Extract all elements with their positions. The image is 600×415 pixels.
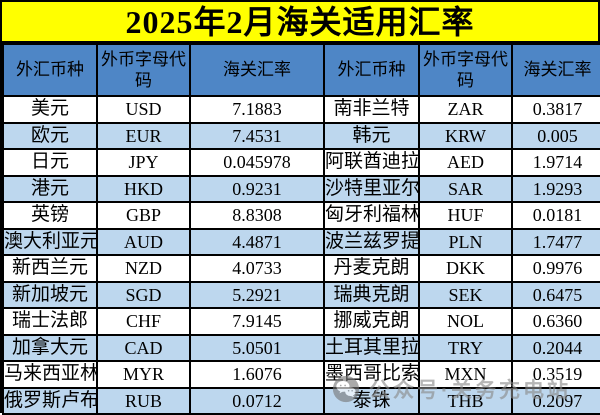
customs-rate-cell-left: 7.4531 — [189, 121, 325, 150]
table-row: 加拿大元 CAD 5.0501 土耳其里拉 TRY 0.2044 — [2, 333, 600, 362]
table-row: 欧元 EUR 7.4531 韩元 KRW 0.005 — [2, 121, 600, 150]
table-row: 新加坡元 SGD 5.2921 瑞典克朗 SEK 0.6475 — [2, 280, 600, 309]
customs-rate-cell-left: 7.9145 — [189, 307, 325, 336]
currency-name-cell-right: 泰铢 — [323, 386, 420, 415]
title-bar: 2025年2月海关适用汇率 — [2, 2, 598, 43]
currency-name-cell-left: 欧元 — [2, 121, 98, 150]
customs-rate-cell-left: 8.8308 — [189, 201, 325, 230]
customs-rate-cell-right: 0.2044 — [511, 333, 600, 362]
currency-name-cell-left: 瑞士法郎 — [2, 307, 98, 336]
customs-rate-cell-right: 0.2097 — [511, 386, 600, 415]
table-row: 新西兰元 NZD 4.0733 丹麦克朗 DKK 0.9976 — [2, 254, 600, 283]
currency-name-cell-left: 加拿大元 — [2, 333, 98, 362]
table-row: 港元 HKD 0.9231 沙特里亚尔 SAR 1.9293 — [2, 174, 600, 203]
currency-name-cell-left: 俄罗斯卢布 — [2, 386, 98, 415]
table-header: 外汇币种 外币字母代码 海关汇率 外汇币种 外币字母代码 海关汇率 — [2, 43, 600, 97]
customs-rate-cell-left: 4.0733 — [189, 254, 325, 283]
currency-name-cell-left: 美元 — [2, 95, 98, 124]
column-header-currency-left: 外汇币种 — [2, 43, 98, 97]
currency-name-cell-right: 挪威克朗 — [323, 307, 420, 336]
column-header-rate-right: 海关汇率 — [511, 43, 600, 97]
currency-name-cell-right: 匈牙利福林 — [323, 201, 420, 230]
customs-rate-cell-right: 0.9976 — [511, 254, 600, 283]
customs-rate-cell-left: 7.1883 — [189, 95, 325, 124]
customs-rate-cell-right: 1.9293 — [511, 174, 600, 203]
currency-code-cell-left: NZD — [96, 254, 191, 283]
currency-code-cell-left: MYR — [96, 360, 191, 389]
table-row: 俄罗斯卢布 RUB 0.0712 泰铢 THB 0.2097 — [2, 386, 600, 415]
table-row: 澳大利亚元 AUD 4.4871 波兰兹罗提 PLN 1.7477 — [2, 227, 600, 256]
customs-rate-cell-right: 0.3817 — [511, 95, 600, 124]
currency-code-cell-right: KRW — [418, 121, 513, 150]
currency-code-cell-left: HKD — [96, 174, 191, 203]
column-header-code-right: 外币字母代码 — [418, 43, 513, 97]
column-header-currency-right: 外汇币种 — [323, 43, 420, 97]
currency-name-cell-right: 沙特里亚尔 — [323, 174, 420, 203]
currency-name-cell-left: 新加坡元 — [2, 280, 98, 309]
currency-name-cell-left: 马来西亚林吉特 — [2, 360, 98, 389]
customs-rate-cell-left: 5.2921 — [189, 280, 325, 309]
table-row: 瑞士法郎 CHF 7.9145 挪威克朗 NOL 0.6360 — [2, 307, 600, 336]
currency-code-cell-right: SEK — [418, 280, 513, 309]
currency-name-cell-right: 阿联酋迪拉姆 — [323, 148, 420, 177]
customs-rate-cell-right: 0.005 — [511, 121, 600, 150]
customs-rate-cell-right: 0.0181 — [511, 201, 600, 230]
table-body: 美元 USD 7.1883 南非兰特 ZAR 0.3817 欧元 EUR 7.4531 韩元 KRW… — [2, 95, 600, 415]
currency-code-cell-left: CAD — [96, 333, 191, 362]
customs-rate-cell-right: 0.3519 — [511, 360, 600, 389]
currency-code-cell-left: SGD — [96, 280, 191, 309]
currency-code-cell-right: THB — [418, 386, 513, 415]
currency-name-cell-right: 瑞典克朗 — [323, 280, 420, 309]
page-title: 2025年2月海关适用汇率 — [125, 3, 475, 40]
customs-rate-cell-right: 0.6475 — [511, 280, 600, 309]
customs-rate-cell-left: 0.9231 — [189, 174, 325, 203]
currency-code-cell-right: ZAR — [418, 95, 513, 124]
currency-code-cell-right: MXN — [418, 360, 513, 389]
customs-rate-cell-left: 0.0712 — [189, 386, 325, 415]
currency-code-cell-right: PLN — [418, 227, 513, 256]
currency-name-cell-left: 新西兰元 — [2, 254, 98, 283]
customs-rate-cell-right: 1.7477 — [511, 227, 600, 256]
customs-rate-cell-right: 1.9714 — [511, 148, 600, 177]
column-header-rate-left: 海关汇率 — [189, 43, 325, 97]
header-row: 外汇币种 外币字母代码 海关汇率 外汇币种 外币字母代码 海关汇率 — [2, 43, 600, 97]
currency-name-cell-right: 墨西哥比索 — [323, 360, 420, 389]
currency-name-cell-right: 土耳其里拉 — [323, 333, 420, 362]
currency-code-cell-right: SAR — [418, 174, 513, 203]
currency-code-cell-left: RUB — [96, 386, 191, 415]
currency-code-cell-right: TRY — [418, 333, 513, 362]
customs-rate-cell-right: 0.6360 — [511, 307, 600, 336]
currency-code-cell-left: USD — [96, 95, 191, 124]
currency-code-cell-left: EUR — [96, 121, 191, 150]
currency-code-cell-right: HUF — [418, 201, 513, 230]
customs-rate-cell-left: 1.6076 — [189, 360, 325, 389]
currency-name-cell-right: 南非兰特 — [323, 95, 420, 124]
currency-code-cell-right: NOL — [418, 307, 513, 336]
currency-code-cell-left: CHF — [96, 307, 191, 336]
customs-rate-cell-left: 4.4871 — [189, 227, 325, 256]
currency-code-cell-right: AED — [418, 148, 513, 177]
currency-code-cell-left: GBP — [96, 201, 191, 230]
currency-code-cell-left: JPY — [96, 148, 191, 177]
currency-code-cell-right: DKK — [418, 254, 513, 283]
currency-name-cell-left: 英镑 — [2, 201, 98, 230]
currency-code-cell-left: AUD — [96, 227, 191, 256]
table-row: 英镑 GBP 8.8308 匈牙利福林 HUF 0.0181 — [2, 201, 600, 230]
currency-name-cell-right: 韩元 — [323, 121, 420, 150]
table-row: 美元 USD 7.1883 南非兰特 ZAR 0.3817 — [2, 95, 600, 124]
currency-name-cell-left: 港元 — [2, 174, 98, 203]
currency-name-cell-left: 澳大利亚元 — [2, 227, 98, 256]
customs-rate-cell-left: 5.0501 — [189, 333, 325, 362]
customs-rate-cell-left: 0.045978 — [189, 148, 325, 177]
currency-name-cell-right: 丹麦克朗 — [323, 254, 420, 283]
column-header-code-left: 外币字母代码 — [96, 43, 191, 97]
currency-name-cell-right: 波兰兹罗提 — [323, 227, 420, 256]
currency-name-cell-left: 日元 — [2, 148, 98, 177]
exchange-rate-table: 外汇币种 外币字母代码 海关汇率 外汇币种 外币字母代码 海关汇率 美元 USD 7… — [2, 43, 600, 415]
